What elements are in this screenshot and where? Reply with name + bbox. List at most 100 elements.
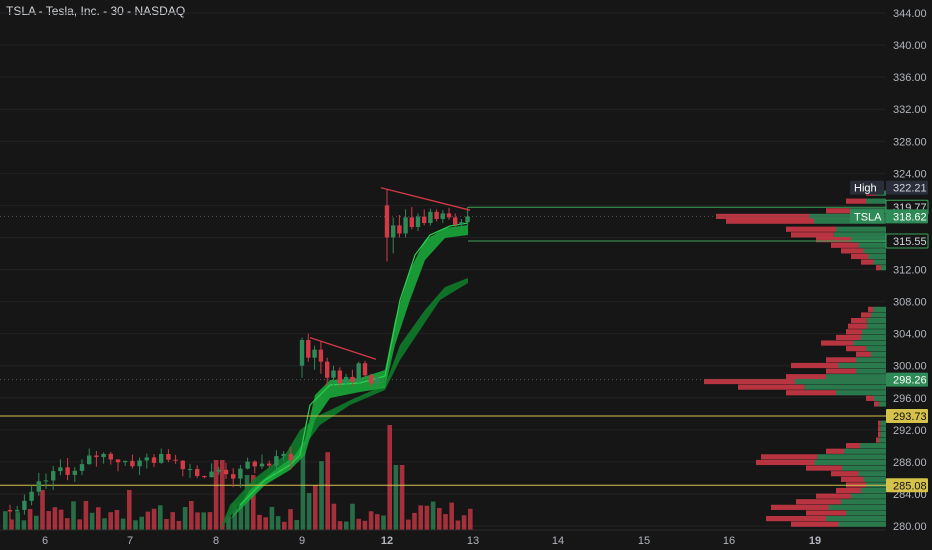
- levels: [0, 206, 886, 486]
- volume-profile-bar-up: [856, 368, 886, 374]
- volume-profile-bar-up: [838, 362, 886, 369]
- volume-profile-bar-down: [806, 510, 846, 516]
- volume-profile-bar-down: [861, 312, 871, 318]
- volume-profile-bar-down: [866, 395, 874, 401]
- x-tick-label: 8: [213, 535, 219, 547]
- volume-bar: [362, 520, 368, 530]
- volume-bar: [393, 465, 399, 530]
- candle-down: [362, 363, 368, 376]
- candle-up: [274, 456, 279, 466]
- volume-profile-bar-down: [816, 237, 851, 243]
- volume-bar: [114, 509, 120, 530]
- volume-profile-bar-up: [874, 395, 886, 401]
- candle-down: [231, 474, 236, 479]
- volume-bar: [182, 507, 188, 530]
- candle-up: [312, 349, 317, 358]
- volume-bar: [232, 503, 237, 530]
- volume-bar: [424, 505, 430, 530]
- volume-profile-bar-down: [878, 426, 881, 432]
- price-label-text: 293.73: [893, 411, 927, 423]
- volume-bar: [443, 514, 448, 530]
- volume-bar: [294, 520, 299, 530]
- volume-bar: [449, 502, 454, 530]
- volume-bar: [145, 511, 151, 530]
- volume-bar: [319, 461, 324, 530]
- y-tick-label: 336.00: [893, 72, 927, 84]
- volume-bar: [40, 490, 45, 530]
- volume-profile-bar-up: [861, 334, 886, 341]
- price-label-text: 285.08: [893, 480, 927, 492]
- volume-profile-bar-down: [846, 346, 866, 352]
- volume-bar: [220, 460, 225, 530]
- volume-bar: [461, 515, 467, 530]
- y-tick-label: 292.00: [893, 425, 927, 437]
- price-label-box: [886, 372, 928, 387]
- candle-up: [43, 480, 49, 482]
- candle-up: [144, 457, 149, 461]
- y-tick-label: 296.00: [893, 393, 927, 405]
- candle-up: [331, 370, 336, 378]
- volume-bar: [151, 508, 157, 530]
- volume-profile-bar-down: [704, 378, 795, 385]
- price-label-prefix: High: [854, 183, 877, 195]
- volume-profile-bar-up: [804, 384, 886, 390]
- volume-profile-bar-up: [828, 504, 886, 510]
- volume-profile-bar-up: [871, 312, 886, 318]
- volume-bar: [269, 506, 275, 530]
- candle-down: [223, 469, 229, 475]
- price-label-text: 318.62: [893, 211, 927, 223]
- volume-bar: [139, 516, 144, 530]
- y-tick-label: 308.00: [893, 297, 927, 309]
- candle-down: [108, 453, 113, 460]
- x-tick-label: 19: [809, 535, 821, 547]
- candle-up: [299, 340, 305, 366]
- price-label-box: [885, 233, 929, 249]
- candle-up: [29, 491, 34, 501]
- volume-bar: [71, 501, 76, 530]
- volume-bar: [9, 519, 14, 530]
- candle-up: [22, 500, 27, 510]
- volume-profile-bar-up: [867, 323, 886, 329]
- volume-bar: [65, 518, 70, 530]
- volume-bar: [102, 518, 107, 530]
- volume-bar: [399, 465, 405, 530]
- candle-down: [325, 361, 330, 378]
- volume-bar: [158, 505, 163, 530]
- volume-profile-bar-down: [761, 454, 818, 460]
- x-tick-label: 16: [723, 535, 735, 547]
- volume-profile-bar-down: [846, 443, 860, 449]
- volume-profile-bar-up: [881, 265, 886, 271]
- volume-bar: [313, 485, 318, 530]
- volume-profile-bar-down: [856, 351, 871, 357]
- volume-bar: [83, 500, 89, 530]
- volume-profile-bar-up: [880, 426, 886, 432]
- candle-down: [288, 453, 293, 461]
- volume-profile-bar-up: [871, 351, 886, 357]
- volume-profile-bar-up: [858, 242, 886, 248]
- volume-profile-bar-up: [873, 306, 886, 312]
- chart-title: TSLA - Tesla, Inc. - 30 - NASDAQ: [6, 4, 186, 18]
- candle-up: [79, 464, 85, 471]
- volume-profile-bar-up: [880, 420, 886, 426]
- volume-profile-bar-down: [848, 323, 867, 329]
- candle-down: [7, 509, 13, 512]
- candle-up: [216, 469, 221, 472]
- y-axis: 280.00284.00288.00292.00296.00300.00304.…: [886, 0, 932, 550]
- volume-profile-bar-down: [766, 515, 826, 522]
- candle-down: [350, 376, 355, 382]
- price-label-box: [886, 478, 928, 493]
- candle-down: [453, 217, 458, 225]
- volume-profile-bar-down: [716, 213, 810, 219]
- volume-profile-bar-up: [878, 401, 886, 407]
- y-tick-label: 304.00: [893, 329, 927, 341]
- volume-profile-bar-up: [858, 471, 886, 477]
- trendline-day9: [309, 337, 377, 360]
- volume-profile-bar-down: [771, 504, 829, 510]
- volume-bar: [3, 511, 8, 530]
- volume-profile-bar-down: [821, 340, 854, 346]
- volume-bar: [288, 509, 293, 530]
- candle-up: [391, 225, 396, 238]
- y-tick-label: 340.00: [893, 40, 927, 52]
- candle-up: [123, 460, 128, 463]
